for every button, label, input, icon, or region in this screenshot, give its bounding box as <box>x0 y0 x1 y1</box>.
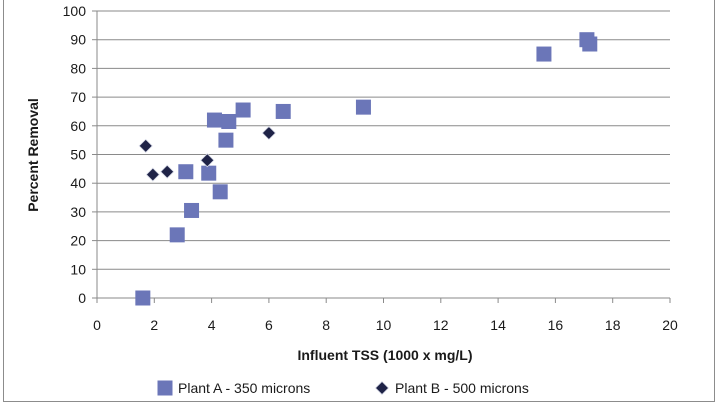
x-tick-label: 0 <box>93 317 101 333</box>
x-tick-label: 18 <box>605 317 621 333</box>
y-tick-label: 60 <box>70 118 86 134</box>
y-tick-label: 70 <box>70 89 86 105</box>
plant-b-point-1 <box>145 167 160 182</box>
x-tick-label: 14 <box>490 317 506 333</box>
legend: Plant A - 350 microns Plant B - 500 micro… <box>157 380 529 396</box>
legend-marker-plant-b <box>374 380 390 396</box>
data-points <box>135 32 598 306</box>
plant-a-point-8 <box>221 113 237 129</box>
plant-b-point-3 <box>200 153 215 168</box>
plant-a-point-0 <box>135 290 151 306</box>
y-tick-label: 90 <box>70 32 86 48</box>
y-tick-label: 100 <box>63 3 87 19</box>
tick-labels: 0 10 20 30 40 50 60 70 80 90 100 0 2 4 6 8 10 12 14 16 18 20 <box>63 3 678 333</box>
plant-b-point-0 <box>138 138 153 153</box>
plant-a-point-5 <box>212 184 228 200</box>
plant-a-point-12 <box>536 46 552 62</box>
plant-a-point-11 <box>355 99 371 115</box>
legend-label-plant-a: Plant A - 350 microns <box>178 380 310 396</box>
legend-marker-plant-a <box>157 380 173 396</box>
y-tick-label: 50 <box>70 147 86 163</box>
x-tick-label: 12 <box>433 317 449 333</box>
plant-a-point-4 <box>201 165 217 181</box>
plant-b-point-4 <box>261 125 276 141</box>
plant-a-point-10 <box>275 103 291 119</box>
legend-label-plant-b: Plant B - 500 microns <box>395 380 529 396</box>
y-tick-label: 30 <box>70 204 86 220</box>
y-tick-label: 40 <box>70 175 86 191</box>
plant-a-point-7 <box>206 112 222 128</box>
x-tick-label: 16 <box>548 317 564 333</box>
y-tick-label: 80 <box>70 60 86 76</box>
x-tick-label: 2 <box>150 317 158 333</box>
x-tick-label: 4 <box>208 317 216 333</box>
plant-a-point-14 <box>582 36 598 52</box>
y-tick-label: 10 <box>70 261 86 277</box>
plant-a-point-9 <box>235 102 251 118</box>
y-tick-label: 0 <box>78 290 86 306</box>
x-axis-title: Influent TSS (1000 x mg/L) <box>297 347 472 363</box>
plant-a-point-6 <box>218 132 234 148</box>
x-tick-label: 8 <box>322 317 330 333</box>
plant-a-point-3 <box>178 164 194 180</box>
x-tick-label: 10 <box>376 317 392 333</box>
x-tick-label: 20 <box>662 317 678 333</box>
x-tick-label: 6 <box>265 317 273 333</box>
axes <box>92 10 671 303</box>
plant-a-point-2 <box>184 202 200 218</box>
plant-b-point-2 <box>160 164 175 179</box>
plant-a-point-1 <box>169 227 185 243</box>
y-tick-label: 20 <box>70 233 86 249</box>
y-axis-title: Percent Removal <box>25 98 41 212</box>
